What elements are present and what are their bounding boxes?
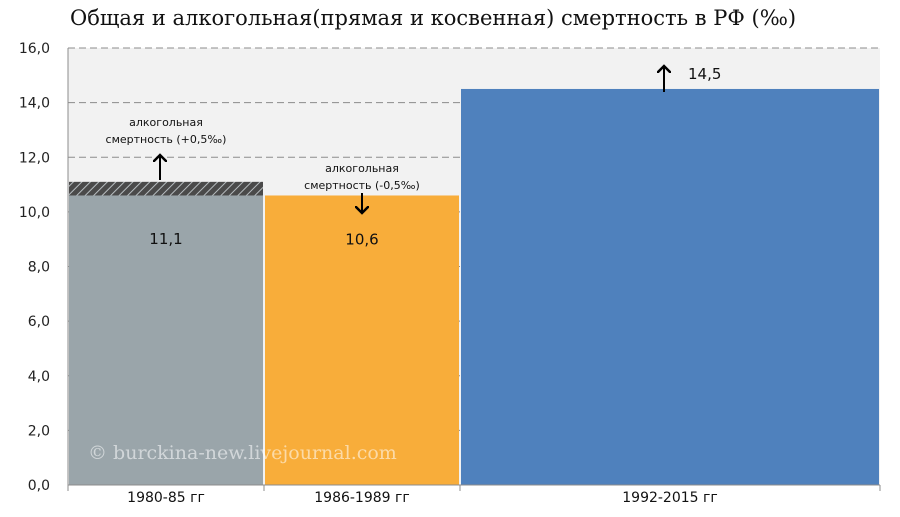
x-tick-label: 1980-85 гг <box>127 490 205 506</box>
y-tick-label: 2,0 <box>28 423 50 439</box>
y-tick-label: 0,0 <box>28 478 50 494</box>
bars-group <box>69 88 879 486</box>
annotation-line2: смертность (-0,5‰) <box>304 179 420 192</box>
y-tick-label: 14,0 <box>19 96 50 112</box>
bar <box>69 195 263 486</box>
y-tick-label: 6,0 <box>28 314 50 330</box>
value-label: 14,5 <box>688 65 721 83</box>
bar <box>265 195 459 486</box>
y-axis: 0,0 2,0 4,0 6,0 8,0 10,0 12,0 14,0 16,0 <box>19 41 69 494</box>
value-label: 11,1 <box>149 230 182 248</box>
y-tick-label: 16,0 <box>19 41 50 57</box>
data-labels: 11,1 10,6 14,5 <box>149 65 721 249</box>
y-tick-label: 10,0 <box>19 205 50 221</box>
y-tick-label: 4,0 <box>28 369 50 385</box>
annotation-line1: алкогольная <box>129 116 203 129</box>
x-tick-label: 1992-2015 гг <box>622 490 717 506</box>
annotation-line2: смертность (+0,5‰) <box>106 133 227 146</box>
x-axis: 1980-85 гг 1986-1989 гг 1992-2015 гг <box>67 484 881 506</box>
x-tick-label: 1986-1989 гг <box>314 490 409 506</box>
annotation-line1: алкогольная <box>325 162 399 175</box>
bar <box>461 88 879 485</box>
hatched-bar-segment <box>69 181 263 196</box>
y-tick-label: 12,0 <box>19 150 50 166</box>
y-tick-label: 8,0 <box>28 260 50 276</box>
annotations: алкогольная смертность (+0,5‰) алкогольная… <box>106 66 664 213</box>
chart-title: Общая и алкогольная(прямая и косвенная) … <box>70 6 797 30</box>
watermark: © burckina-new.livejournal.com <box>88 442 397 464</box>
value-label: 10,6 <box>345 230 378 248</box>
